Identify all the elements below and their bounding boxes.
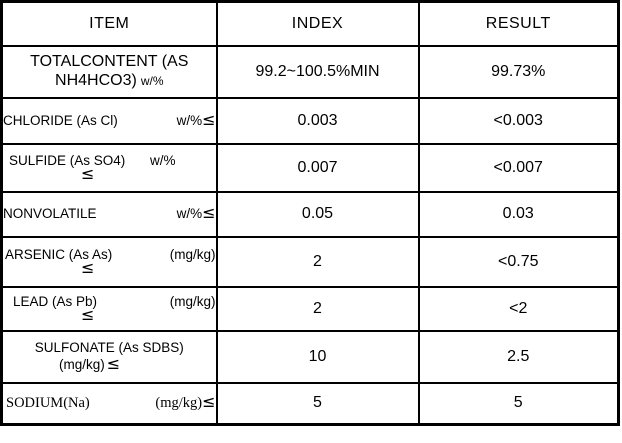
item-label-line: CHLORIDE (As Cl) w/%≤: [3, 109, 216, 129]
result-value: <0.003: [417, 96, 620, 145]
item-cell: ARSENIC (As As) (mg/kg) ≤: [0, 235, 218, 288]
item-cell: CHLORIDE (As Cl) w/%≤: [0, 96, 218, 145]
table-row-arsenic: ARSENIC (As As) (mg/kg) ≤ 2 <0.75: [0, 235, 620, 288]
item-unit: w/%: [176, 112, 203, 128]
item-unit: (mg/kg): [155, 395, 203, 412]
less-equal-symbol: ≤: [202, 392, 216, 412]
item-label-line: SODIUM(Na) (mg/kg)≤: [6, 392, 216, 412]
result-value: <0.75: [417, 235, 620, 288]
result-value: 5: [417, 381, 620, 426]
result-value: 2.5: [417, 329, 620, 384]
result-value: <0.007: [417, 142, 620, 193]
less-equal-symbol: ≤: [106, 354, 121, 373]
column-header-result: RESULT: [417, 0, 620, 47]
item-label: LEAD (As Pb): [13, 294, 98, 309]
symbol-line: ≤: [4, 305, 215, 324]
column-header-index: INDEX: [215, 0, 420, 47]
item-unit-group: w/%≤: [176, 109, 216, 129]
item-label: SULFIDE (As SO4): [9, 153, 126, 168]
result-value: <2: [417, 285, 620, 332]
index-value: 0.007: [215, 142, 420, 193]
index-value: 2: [215, 285, 420, 332]
symbol-line: ≤: [4, 258, 215, 277]
item-label-line1: TOTALCONTENT (AS: [30, 53, 189, 70]
column-header-item: ITEM: [0, 0, 218, 47]
item-cell: SULFIDE (As SO4) w/% ≤: [0, 142, 218, 193]
item-unit: w/%: [176, 206, 203, 221]
item-cell: TOTALCONTENT (AS NH4HCO3) w/%: [0, 44, 218, 99]
item-cell: SULFONATE (As SDBS) (mg/kg) ≤: [0, 329, 218, 384]
index-value: 0.003: [215, 96, 420, 145]
table-row-chloride: CHLORIDE (As Cl) w/%≤ 0.003 <0.003: [0, 96, 620, 145]
item-label: SULFONATE (As SDBS): [34, 340, 184, 355]
item-label-line: NONVOLATILE w/%≤: [3, 203, 216, 222]
less-equal-symbol: ≤: [81, 164, 95, 183]
item-label-line: SULFONATE (As SDBS): [4, 340, 215, 356]
table-row-sulfonate: SULFONATE (As SDBS) (mg/kg) ≤ 10 2.5: [0, 329, 620, 384]
item-label: ARSENIC (As As): [5, 247, 113, 262]
table-row-lead: LEAD (As Pb) (mg/kg) ≤ 2 <2: [0, 285, 620, 332]
item-label-line: LEAD (As Pb) (mg/kg): [4, 294, 216, 310]
item-label: SODIUM(Na): [6, 395, 90, 412]
table-row-totalcontent: TOTALCONTENT (AS NH4HCO3) w/% 99.2~100.5%…: [0, 44, 620, 99]
table-row-sodium: SODIUM(Na) (mg/kg)≤ 5 5: [0, 381, 620, 426]
item-cell: SODIUM(Na) (mg/kg)≤: [0, 381, 218, 426]
index-value: 2: [215, 235, 420, 288]
less-equal-symbol: ≤: [202, 203, 216, 222]
less-equal-symbol: ≤: [202, 109, 216, 129]
item-unit-line: (mg/kg) ≤: [4, 354, 215, 373]
item-label-line: ARSENIC (As As) (mg/kg): [4, 247, 216, 263]
index-value: 10: [215, 329, 420, 384]
index-value: 0.05: [215, 190, 420, 238]
index-value: 99.2~100.5%MIN: [215, 44, 420, 99]
less-equal-symbol: ≤: [81, 258, 95, 277]
result-value: 99.73%: [417, 44, 620, 99]
item-label: NONVOLATILE: [3, 206, 97, 221]
item-cell: NONVOLATILE w/%≤: [0, 190, 218, 238]
header-row: ITEM INDEX RESULT: [0, 0, 620, 47]
item-unit: (mg/kg): [169, 247, 216, 262]
spec-table: ITEM INDEX RESULT TOTALCONTENT (AS NH4HC…: [0, 0, 620, 426]
item-unit-group: (mg/kg)≤: [155, 392, 216, 412]
item-label: NH4HCO3): [55, 72, 137, 89]
result-value: 0.03: [417, 190, 620, 238]
symbol-line: ≤: [4, 164, 215, 183]
less-equal-symbol: ≤: [81, 305, 95, 324]
index-value: 5: [215, 381, 420, 426]
item-label: CHLORIDE (As Cl): [3, 112, 118, 128]
item-label-line: SULFIDE (As SO4) w/%: [4, 153, 215, 169]
table-row-sulfide: SULFIDE (As SO4) w/% ≤ 0.007 <0.007: [0, 142, 620, 193]
item-label-line2: NH4HCO3) w/%: [4, 71, 215, 91]
item-unit: (mg/kg): [59, 357, 105, 372]
item-unit: (mg/kg): [169, 294, 216, 309]
item-cell: LEAD (As Pb) (mg/kg) ≤: [0, 285, 218, 332]
item-unit: w/%: [140, 74, 164, 88]
item-unit-group: w/%≤: [176, 203, 216, 222]
table-row-nonvolatile: NONVOLATILE w/%≤ 0.05 0.03: [0, 190, 620, 238]
item-unit: w/%: [149, 153, 176, 168]
